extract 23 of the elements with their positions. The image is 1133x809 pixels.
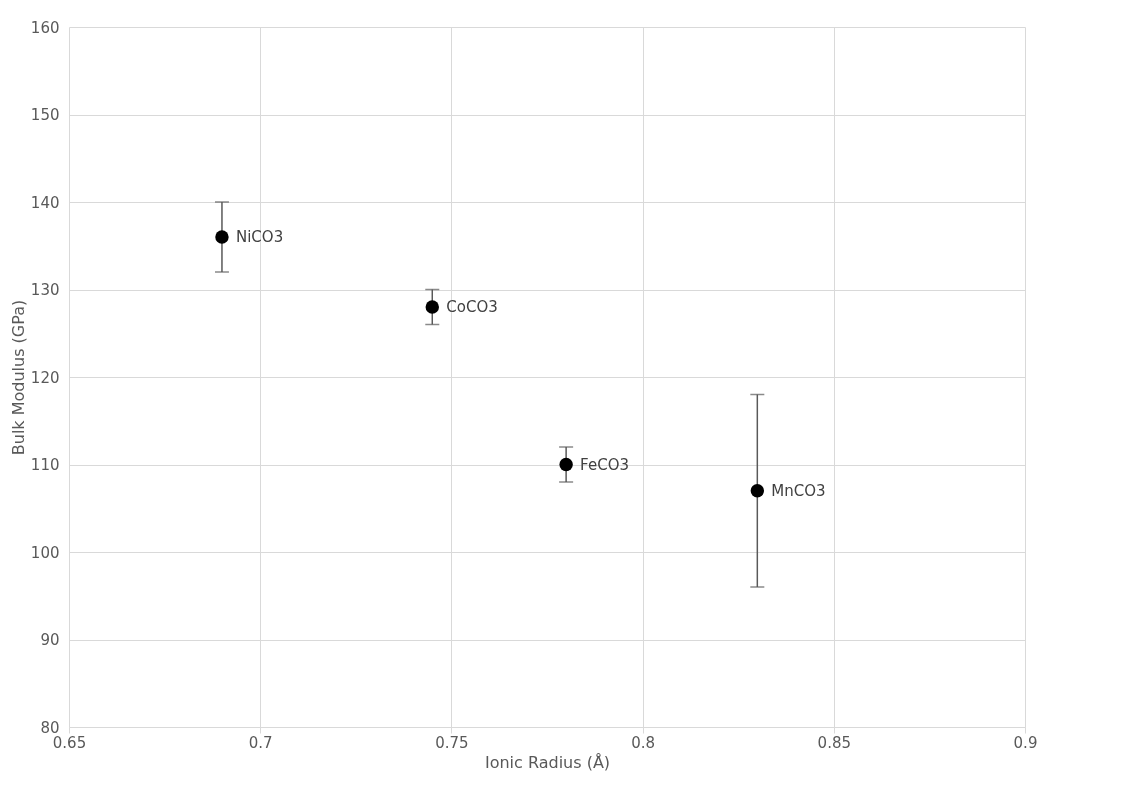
x-tick-label: 0.8: [631, 733, 656, 752]
point: [215, 230, 229, 244]
point: [425, 300, 439, 314]
annotation: NiCO3: [235, 228, 284, 246]
annotation: FeCO3: [580, 455, 629, 474]
y-tick-label: 160: [30, 18, 60, 37]
point: [559, 457, 573, 472]
annotation: MnCO3: [771, 481, 826, 500]
x-axis-title: Ionic Radius (Å): [484, 752, 611, 772]
y-axis-title: Bulk Modulus (GPa): [8, 299, 28, 456]
y-tick-label: 90: [40, 631, 60, 649]
x-tick-label: 0.9: [1013, 733, 1038, 752]
x-tick-label: 0.85: [817, 733, 851, 752]
y-tick-label: 130: [30, 281, 60, 299]
x-tick-label: 0.7: [248, 733, 273, 752]
point: [750, 484, 765, 498]
y-tick-label: 150: [30, 106, 60, 124]
y-tick-label: 100: [30, 543, 60, 562]
y-tick-label: 120: [30, 368, 60, 387]
x-tick-label: 0.75: [435, 733, 469, 752]
y-tick-label: 110: [30, 456, 60, 474]
y-tick-label: 140: [30, 193, 60, 212]
annotation: CoCO3: [446, 298, 498, 316]
